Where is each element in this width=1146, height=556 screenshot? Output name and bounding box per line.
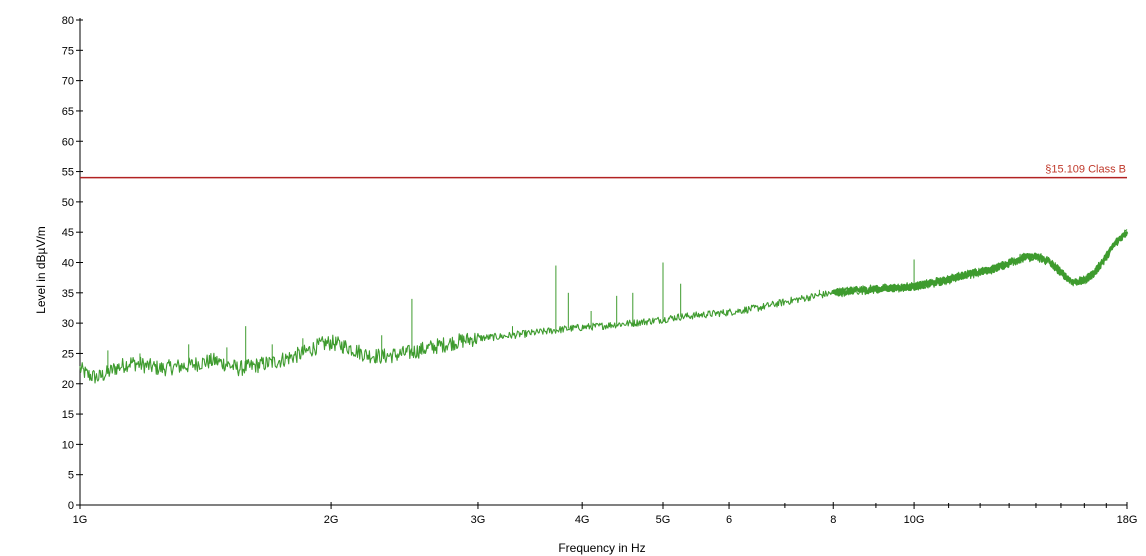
x-tick-label: 6: [726, 514, 732, 526]
y-tick-label: 50: [62, 197, 74, 209]
x-tick-label: 10G: [904, 514, 925, 526]
y-tick-label: 70: [62, 76, 74, 88]
x-axis-title: Frequency in Hz: [558, 541, 645, 555]
chart-ticks: 0 5 10 15 20 25 30 35 40 45 50 55 60 65 70 75 80 1G 2G 3G 4G…: [62, 15, 1138, 526]
y-tick-label: 0: [68, 500, 74, 512]
y-tick-label: 60: [62, 136, 74, 148]
y-tick-label: 35: [62, 288, 74, 300]
y-axis-title: Level in dBµV/m: [34, 226, 48, 314]
y-tick-label: 75: [62, 45, 74, 57]
y-tick-label: 55: [62, 167, 74, 179]
x-tick-label: 2G: [324, 514, 339, 526]
trace-line-dense: [832, 231, 1129, 297]
y-tick-label: 45: [62, 227, 74, 239]
x-tick-label: 3G: [471, 514, 486, 526]
limit-line-group: §15.109 Class B: [80, 164, 1127, 179]
trace-group: [79, 229, 1129, 384]
x-tick-label: 4G: [575, 514, 590, 526]
y-tick-label: 30: [62, 318, 74, 330]
y-tick-label: 20: [62, 379, 74, 391]
limit-line-label: §15.109 Class B: [1045, 164, 1126, 176]
y-tick-label: 65: [62, 106, 74, 118]
x-tick-label: 1G: [73, 514, 88, 526]
y-tick-label: 40: [62, 258, 74, 270]
x-tick-label: 8: [830, 514, 836, 526]
y-tick-label: 15: [62, 409, 74, 421]
x-tick-label: 18G: [1117, 514, 1138, 526]
y-tick-label: 80: [62, 15, 74, 27]
chart-axes: [79, 18, 1127, 506]
trace-line: [79, 229, 1128, 384]
y-tick-label: 25: [62, 348, 74, 360]
x-tick-label: 5G: [656, 514, 671, 526]
y-tick-label: 10: [62, 439, 74, 451]
y-tick-label: 5: [68, 470, 74, 482]
